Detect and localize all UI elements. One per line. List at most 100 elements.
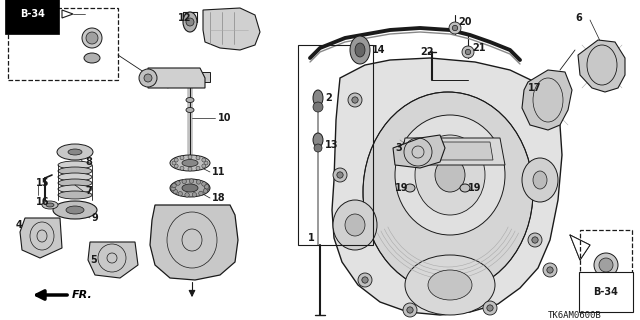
- Text: 6: 6: [575, 13, 582, 23]
- Circle shape: [465, 49, 470, 55]
- Text: 10: 10: [218, 113, 232, 123]
- Ellipse shape: [170, 179, 210, 197]
- Circle shape: [204, 189, 207, 193]
- Text: 13: 13: [325, 140, 339, 150]
- Circle shape: [176, 181, 180, 185]
- Text: 8: 8: [85, 157, 92, 167]
- Text: 19: 19: [395, 183, 408, 193]
- Ellipse shape: [46, 203, 54, 207]
- Text: 14: 14: [372, 45, 385, 55]
- Circle shape: [537, 117, 543, 123]
- Ellipse shape: [345, 214, 365, 236]
- Ellipse shape: [435, 158, 465, 192]
- Ellipse shape: [58, 161, 92, 169]
- Text: 4: 4: [16, 220, 23, 230]
- Circle shape: [487, 305, 493, 311]
- Circle shape: [337, 172, 343, 178]
- Circle shape: [186, 18, 194, 26]
- Ellipse shape: [186, 108, 194, 113]
- Ellipse shape: [333, 200, 377, 250]
- Ellipse shape: [522, 158, 558, 202]
- Text: 5: 5: [90, 255, 97, 265]
- Ellipse shape: [460, 184, 470, 192]
- Ellipse shape: [183, 12, 197, 32]
- Circle shape: [180, 156, 184, 160]
- Ellipse shape: [58, 179, 92, 187]
- Text: 16: 16: [36, 197, 49, 207]
- Ellipse shape: [182, 159, 198, 166]
- Ellipse shape: [314, 144, 322, 152]
- Text: 18: 18: [212, 193, 226, 203]
- Ellipse shape: [415, 135, 485, 215]
- Ellipse shape: [363, 92, 533, 292]
- Circle shape: [358, 273, 372, 287]
- Circle shape: [348, 93, 362, 107]
- Text: 2: 2: [325, 93, 332, 103]
- Text: 21: 21: [472, 43, 486, 53]
- Text: 17: 17: [528, 83, 541, 93]
- Text: 12: 12: [178, 13, 191, 23]
- Ellipse shape: [405, 255, 495, 315]
- Polygon shape: [400, 138, 505, 165]
- Text: B-34: B-34: [593, 287, 618, 297]
- Circle shape: [532, 237, 538, 243]
- Text: 11: 11: [212, 167, 225, 177]
- Circle shape: [185, 193, 189, 197]
- Ellipse shape: [313, 102, 323, 112]
- Ellipse shape: [313, 90, 323, 106]
- Circle shape: [180, 166, 184, 170]
- Polygon shape: [148, 68, 205, 88]
- Ellipse shape: [186, 98, 194, 102]
- Ellipse shape: [53, 201, 97, 219]
- Ellipse shape: [350, 36, 370, 64]
- Text: 3: 3: [395, 143, 402, 153]
- Circle shape: [174, 164, 178, 168]
- Polygon shape: [522, 70, 572, 130]
- Circle shape: [205, 185, 209, 189]
- Circle shape: [82, 28, 102, 48]
- Ellipse shape: [428, 270, 472, 300]
- Circle shape: [594, 253, 618, 277]
- Polygon shape: [203, 8, 260, 50]
- Polygon shape: [393, 135, 445, 168]
- Text: 20: 20: [458, 17, 472, 27]
- Text: 15: 15: [36, 178, 49, 188]
- Ellipse shape: [182, 184, 198, 192]
- Circle shape: [173, 189, 177, 194]
- Ellipse shape: [355, 43, 365, 57]
- Circle shape: [362, 277, 368, 283]
- Circle shape: [204, 161, 208, 165]
- Polygon shape: [332, 58, 562, 315]
- Circle shape: [196, 180, 201, 184]
- Circle shape: [528, 233, 542, 247]
- Text: 9: 9: [92, 213, 99, 223]
- Circle shape: [462, 46, 474, 58]
- Ellipse shape: [170, 155, 210, 171]
- Circle shape: [449, 22, 461, 34]
- Ellipse shape: [84, 53, 100, 63]
- Text: TK6AM0600B: TK6AM0600B: [548, 310, 602, 319]
- Circle shape: [188, 155, 192, 159]
- Polygon shape: [20, 218, 62, 258]
- Circle shape: [172, 183, 176, 188]
- Text: 22: 22: [420, 47, 433, 57]
- Circle shape: [171, 187, 175, 191]
- Circle shape: [202, 182, 206, 186]
- Circle shape: [543, 263, 557, 277]
- Circle shape: [547, 267, 553, 273]
- Ellipse shape: [58, 173, 92, 181]
- Ellipse shape: [42, 201, 58, 209]
- Circle shape: [333, 168, 347, 182]
- Ellipse shape: [405, 184, 415, 192]
- Circle shape: [403, 303, 417, 317]
- Polygon shape: [570, 235, 590, 260]
- Ellipse shape: [144, 74, 152, 82]
- Text: B-34: B-34: [20, 9, 45, 19]
- Circle shape: [188, 167, 192, 171]
- Polygon shape: [412, 142, 493, 160]
- Ellipse shape: [533, 171, 547, 189]
- Circle shape: [172, 161, 176, 165]
- Ellipse shape: [57, 144, 93, 160]
- Polygon shape: [88, 242, 138, 278]
- Text: FR.: FR.: [72, 290, 93, 300]
